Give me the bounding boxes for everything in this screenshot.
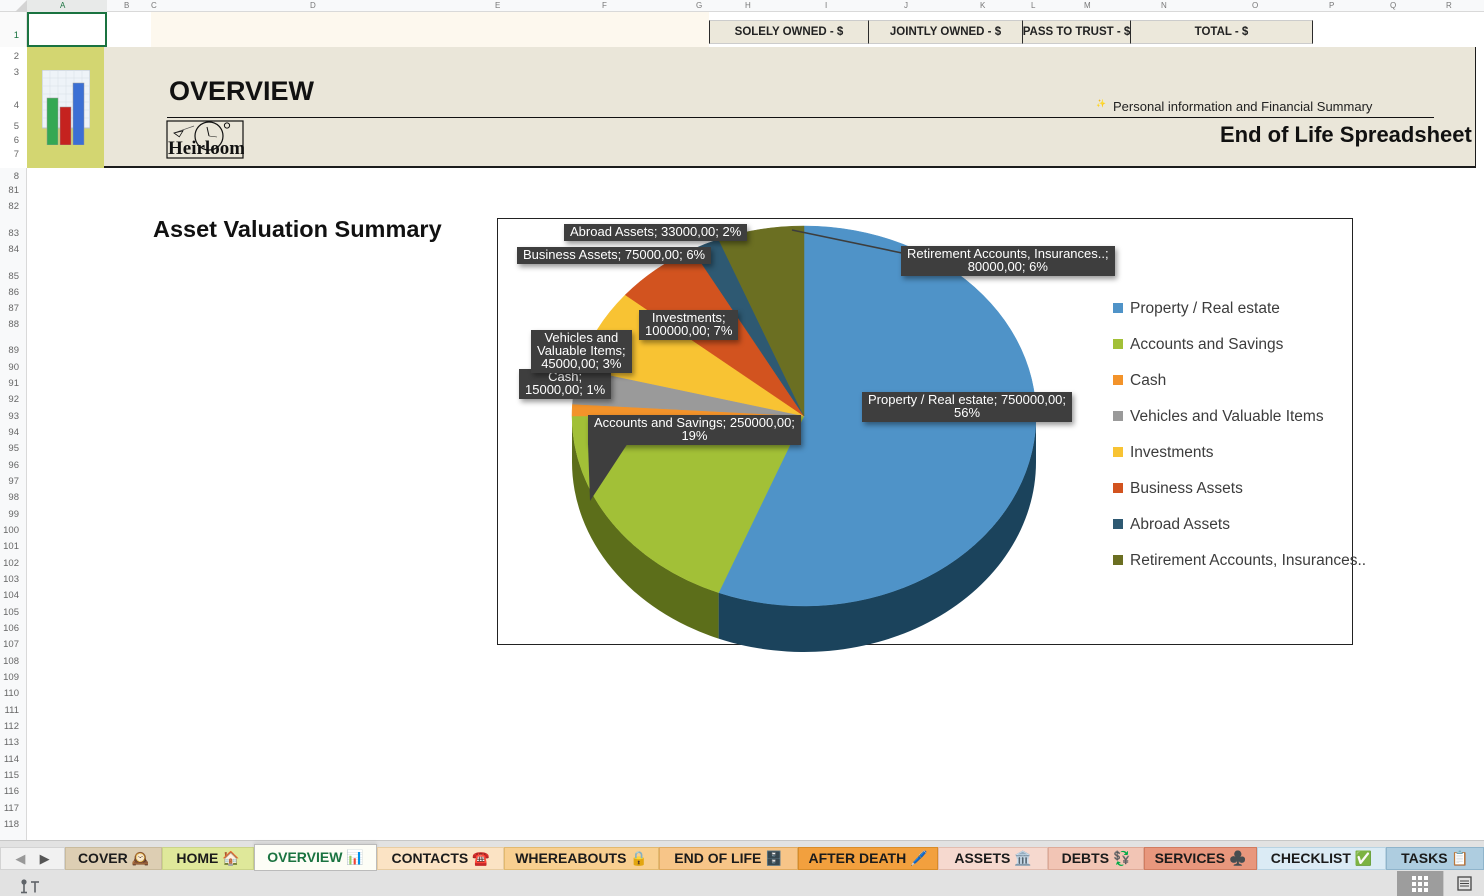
svg-text:Heirloom: Heirloom xyxy=(168,138,244,159)
